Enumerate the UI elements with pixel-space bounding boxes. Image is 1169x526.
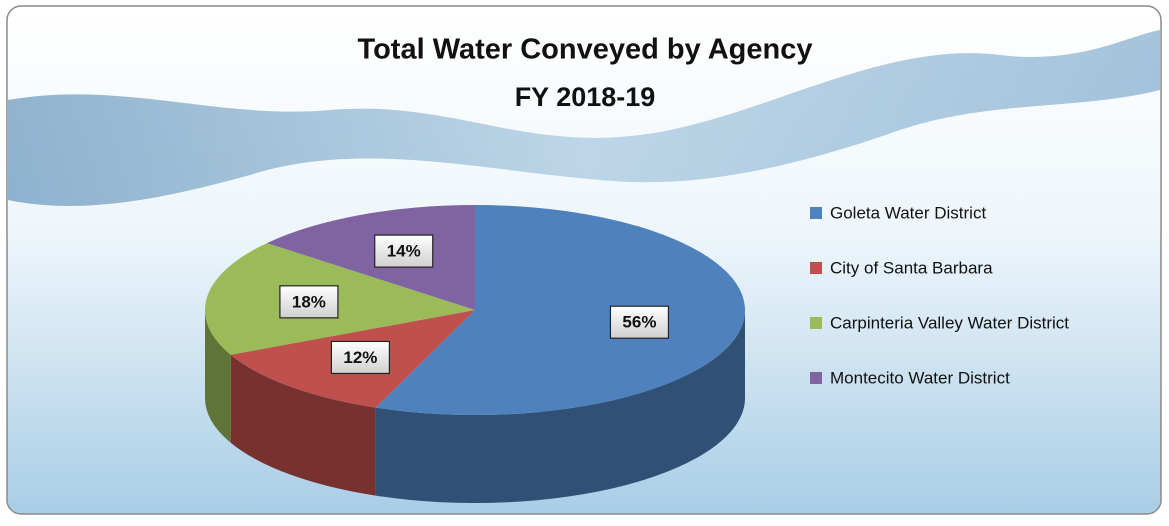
- legend-label: Goleta Water District: [830, 203, 986, 222]
- legend-label: Carpinteria Valley Water District: [830, 313, 1069, 332]
- chart-title: Total Water Conveyed by Agency: [358, 34, 813, 66]
- page: Total Water Conveyed by Agency FY 2018-1…: [0, 0, 1169, 526]
- data-label: 14%: [387, 242, 421, 261]
- chart-subtitle: FY 2018-19: [515, 82, 656, 112]
- pie: 56% 12% 18% 14%: [205, 205, 745, 503]
- legend-swatch: [810, 317, 822, 329]
- legend-swatch: [810, 207, 822, 219]
- legend-label: Montecito Water District: [830, 368, 1010, 387]
- data-label: 18%: [292, 292, 326, 311]
- legend-swatch: [810, 262, 822, 274]
- data-label: 56%: [622, 313, 656, 332]
- legend-swatch: [810, 372, 822, 384]
- chart: Total Water Conveyed by Agency FY 2018-1…: [0, 0, 1169, 521]
- data-label: 12%: [343, 348, 377, 367]
- legend-label: City of Santa Barbara: [830, 258, 993, 277]
